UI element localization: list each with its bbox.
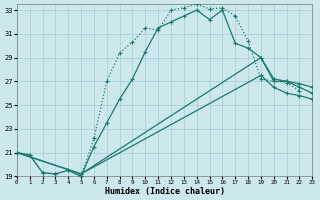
X-axis label: Humidex (Indice chaleur): Humidex (Indice chaleur)	[105, 187, 225, 196]
